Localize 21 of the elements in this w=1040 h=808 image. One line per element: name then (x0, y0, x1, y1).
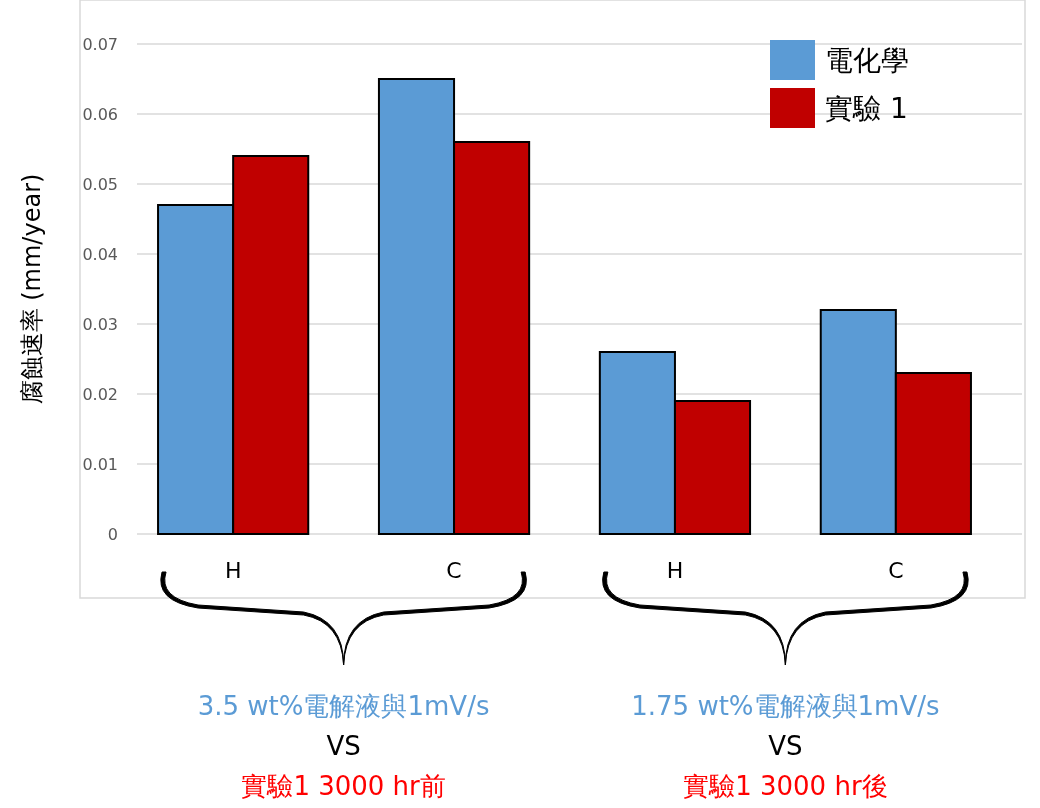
y-tick-label: 0.04 (82, 244, 118, 264)
text: 3.5 wt%電解液與1mV/s (197, 691, 490, 721)
legend-label: 電化學 (825, 43, 909, 77)
y-tick-label: 0 (107, 524, 118, 544)
legend-label: 實驗 1 (825, 91, 908, 125)
x-tick-label: H (224, 558, 242, 583)
text: VS (326, 731, 361, 761)
text: 實驗1 3000 hr前 (241, 771, 446, 801)
x-tick-label: H (666, 558, 684, 583)
y-tick-label: 0.01 (82, 454, 118, 474)
y-axis-title: 腐蝕速率 (mm/year) (18, 173, 46, 405)
x-tick-label: C (446, 558, 462, 583)
text: VS (768, 731, 803, 761)
y-tick-label: 0.02 (82, 384, 118, 404)
x-tick-label: C (888, 558, 904, 583)
y-tick-label: 0.07 (82, 34, 118, 54)
text: 實驗1 3000 hr後 (683, 771, 888, 801)
y-tick-label: 0.06 (82, 104, 118, 124)
y-tick-label: 0.03 (82, 314, 118, 334)
y-tick-label: 0.05 (82, 174, 118, 194)
text: 1.75 wt%電解液與1mV/s (631, 691, 940, 721)
